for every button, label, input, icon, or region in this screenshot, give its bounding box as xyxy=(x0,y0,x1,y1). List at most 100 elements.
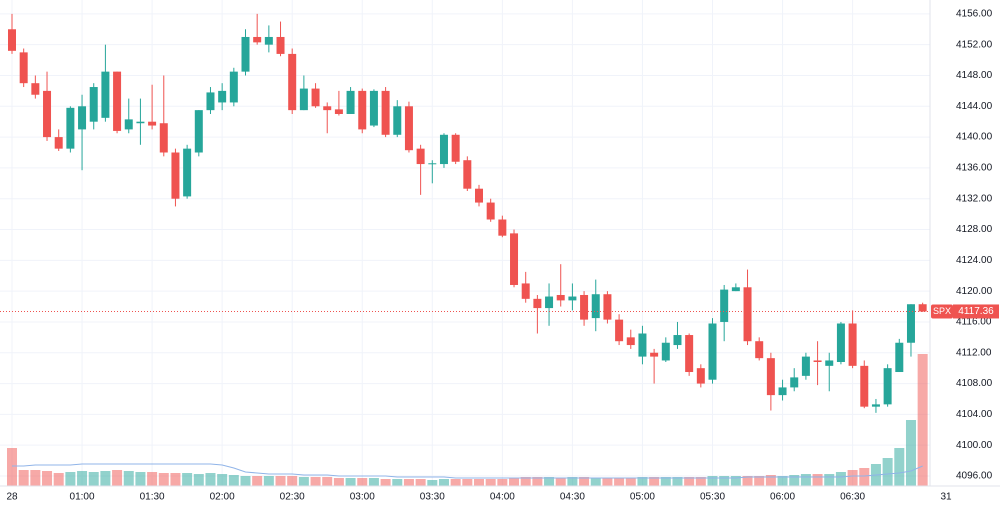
candle-body xyxy=(720,289,729,322)
candle-body xyxy=(393,106,402,135)
candles xyxy=(0,13,930,413)
volume-pane xyxy=(7,354,928,486)
volume-bar xyxy=(147,472,158,486)
volume-bar xyxy=(835,472,846,486)
x-tick-label: 04:00 xyxy=(490,492,515,503)
candle-body xyxy=(194,110,203,153)
candle-body xyxy=(778,387,787,396)
candle-body xyxy=(521,283,530,299)
volume-bar xyxy=(474,479,484,486)
candle-body xyxy=(311,88,320,107)
volume-bar xyxy=(112,470,123,486)
candle-body xyxy=(241,36,250,72)
y-tick-label: 4136.00 xyxy=(956,163,993,174)
y-tick-label: 4132.00 xyxy=(956,193,993,204)
candle-body xyxy=(78,106,87,130)
volume-bar xyxy=(357,478,368,486)
volume-bar xyxy=(123,471,134,486)
candle-body xyxy=(323,106,332,111)
volume-bar xyxy=(695,477,706,486)
volume-bar xyxy=(7,448,17,486)
candle-body xyxy=(54,137,63,149)
volume-bar xyxy=(859,468,870,486)
candle-body xyxy=(463,160,472,189)
candle-body xyxy=(708,323,717,380)
candle-body xyxy=(264,36,273,45)
y-tick-label: 4152.00 xyxy=(956,39,993,50)
volume-bar xyxy=(345,478,356,486)
candle-body xyxy=(790,377,799,388)
x-tick-label: 04:30 xyxy=(560,492,585,503)
volume-bar xyxy=(427,480,438,486)
y-tick-label: 4096.00 xyxy=(956,471,993,482)
x-tick-label: 01:30 xyxy=(140,492,165,503)
x-tick-label: 06:00 xyxy=(770,492,795,503)
volume-bar xyxy=(672,477,683,486)
volume-bar xyxy=(380,479,391,486)
grid xyxy=(0,0,930,486)
candle-body xyxy=(696,368,705,384)
volume-bar xyxy=(800,474,811,486)
x-tick-label: 06:30 xyxy=(840,492,865,503)
candle-body xyxy=(369,90,378,126)
volume-bar xyxy=(882,458,893,486)
volume-bar xyxy=(18,470,29,486)
volume-bar xyxy=(182,473,193,486)
volume-ma-line xyxy=(12,463,923,479)
volume-bar xyxy=(777,476,788,486)
volume-bar xyxy=(812,474,823,486)
last-price-label: 4117.36 xyxy=(958,306,994,317)
volume-bar xyxy=(462,479,473,486)
volume-bar xyxy=(415,479,426,486)
volume-bar xyxy=(135,472,146,486)
y-tick-label: 4156.00 xyxy=(956,9,993,20)
last-price-badge xyxy=(953,304,999,319)
candle-body xyxy=(113,71,122,131)
candle-body xyxy=(124,119,133,130)
volume-bar xyxy=(100,471,111,486)
volume-bar xyxy=(660,477,671,486)
candle-body xyxy=(603,294,612,320)
volume-bar xyxy=(789,475,800,486)
candle-body xyxy=(66,107,75,149)
volume-bar xyxy=(544,477,555,486)
x-tick-label: 31 xyxy=(940,492,952,503)
candle-body xyxy=(218,90,227,103)
candle-body xyxy=(43,90,52,138)
axes: 4096.00 4100.00 4104.00 4108.00 4112.00 4116.… xyxy=(6,9,999,503)
volume-bar xyxy=(824,474,835,486)
candle-body xyxy=(206,92,215,111)
candle-body xyxy=(906,304,915,343)
y-tick-label: 4104.00 xyxy=(956,409,993,420)
candle-body xyxy=(299,88,308,111)
volume-bar xyxy=(240,476,251,486)
candle-body xyxy=(638,333,647,357)
candle-body xyxy=(358,90,367,130)
candle-body xyxy=(860,365,869,407)
volume-bar xyxy=(158,473,169,486)
candle-body xyxy=(591,294,600,319)
candle-body xyxy=(755,341,764,359)
volume-bar xyxy=(497,479,508,486)
candle-body xyxy=(895,342,904,373)
candle-body xyxy=(801,356,810,376)
volume-bar xyxy=(730,476,741,486)
volume-bar xyxy=(754,476,765,486)
volume-bar xyxy=(765,475,776,486)
volume-bar xyxy=(450,479,461,486)
candle-body xyxy=(31,83,40,95)
volume-bar xyxy=(170,473,181,486)
candle-body xyxy=(825,360,834,366)
candle-body xyxy=(171,152,180,199)
candle-body xyxy=(451,134,460,162)
volume-bar xyxy=(555,478,566,486)
candle-body xyxy=(626,337,635,346)
candle-body xyxy=(19,52,28,84)
candle-body xyxy=(848,323,857,366)
candle-body xyxy=(615,319,624,342)
candle-body xyxy=(253,36,262,43)
volume-bar xyxy=(719,476,730,486)
candle-body xyxy=(183,148,192,197)
candle-body xyxy=(510,233,519,285)
